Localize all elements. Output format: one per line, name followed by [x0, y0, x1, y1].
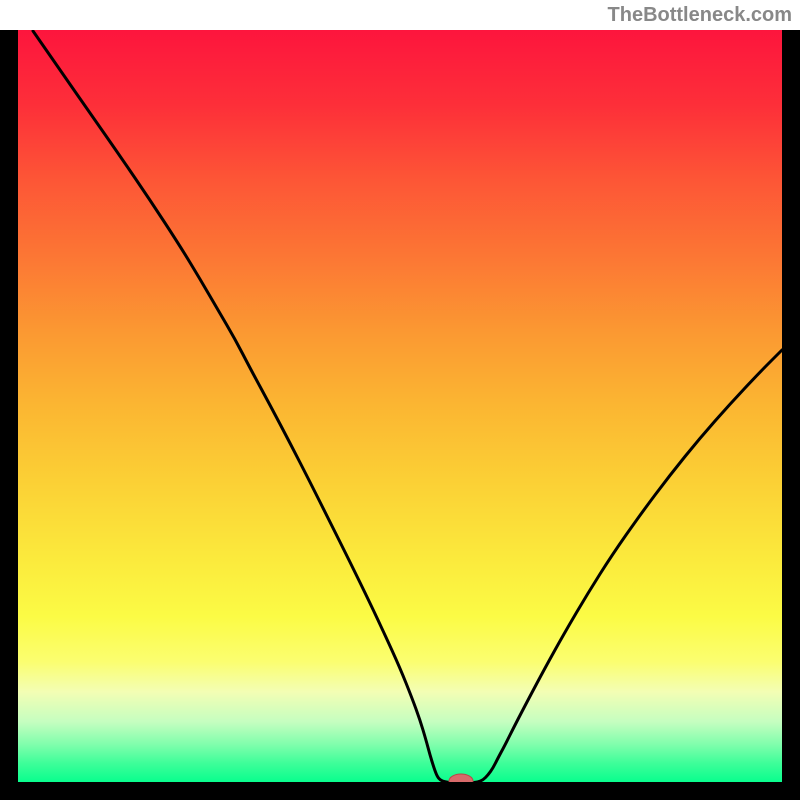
left-border	[0, 30, 18, 800]
chart-container: TheBottleneck.com	[0, 0, 800, 800]
watermark-text: TheBottleneck.com	[608, 4, 792, 27]
bottom-border	[0, 782, 800, 800]
right-border	[782, 30, 800, 800]
bottleneck-chart	[0, 0, 800, 800]
